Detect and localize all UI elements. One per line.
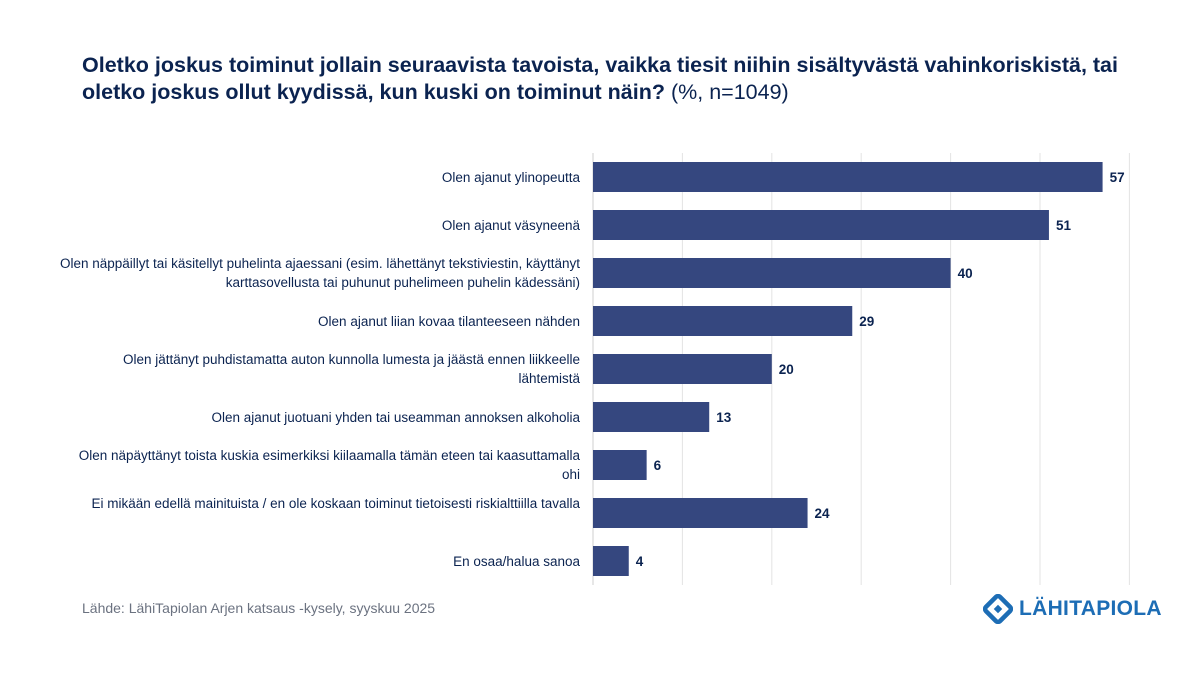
category-label: Olen näppäillyt tai käsitellyt puhelinta… [60, 256, 581, 290]
bar [593, 162, 1103, 192]
bar [593, 306, 853, 336]
source-note: Lähde: LähiTapiolan Arjen katsaus -kysel… [82, 600, 436, 616]
category-label: Olen ajanut väsyneenä [441, 217, 580, 233]
title-suffix: (%, n=1049) [670, 80, 789, 104]
category-label: Olen jättänyt puhdistamatta auton kunnol… [122, 352, 580, 386]
data-label: 57 [1110, 170, 1125, 185]
category-label: Ei mikään edellä mainituista / en ole ko… [91, 496, 580, 511]
data-label: 6 [654, 458, 662, 473]
chart-title: Oletko joskus toiminut jollain seuraavis… [82, 52, 1142, 106]
data-label: 24 [815, 506, 831, 521]
category-label: En osaa/halua sanoa [453, 553, 580, 569]
logo-text: LÄHITAPIOLA [1019, 597, 1162, 620]
category-label: Olen ajanut liian kovaa tilanteeseen näh… [318, 313, 580, 329]
bar [593, 258, 951, 288]
data-label: 40 [958, 266, 973, 281]
category-label: Olen näpäyttänyt toista kuskia esimerkik… [78, 448, 580, 482]
bar [593, 450, 647, 480]
title-main: Oletko joskus toiminut jollain seuraavis… [82, 53, 1118, 104]
data-label: 13 [716, 410, 732, 425]
bar [593, 498, 808, 528]
data-label: 20 [779, 362, 794, 377]
data-label: 51 [1056, 218, 1072, 233]
data-label: 4 [636, 554, 644, 569]
bar [593, 354, 772, 384]
lahitapiola-logo: LÄHITAPIOLA [983, 594, 1162, 624]
bar [593, 546, 629, 576]
bar [593, 210, 1049, 240]
category-label: Olen ajanut juotuani yhden tai useamman … [211, 409, 580, 425]
data-label: 29 [859, 314, 874, 329]
bar [593, 402, 710, 432]
category-label: Olen ajanut ylinopeutta [441, 169, 580, 185]
logo-icon [983, 594, 1013, 624]
